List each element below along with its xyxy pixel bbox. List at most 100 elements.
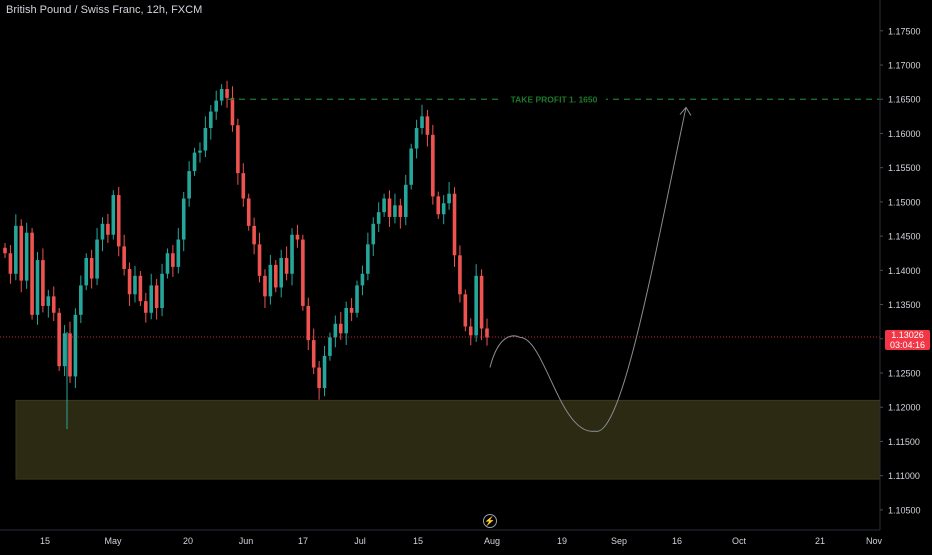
candle-body [111, 195, 116, 235]
candle-body [387, 198, 392, 217]
candle-body [333, 323, 338, 338]
x-tick-label: 20 [183, 536, 193, 546]
candle-body [474, 275, 478, 336]
candle-body [219, 88, 224, 101]
y-tick-label: 1.12000 [888, 403, 921, 413]
y-tick-label: 1.11000 [888, 471, 920, 481]
candle-body [236, 125, 240, 174]
take-profit-label-bg [502, 93, 606, 106]
candle-body [133, 275, 137, 295]
y-tick-label: 1.17000 [888, 61, 921, 71]
candle-body [409, 148, 413, 185]
candle-body [62, 333, 67, 367]
candle-body [46, 296, 51, 306]
candle-body [100, 223, 105, 240]
candle-body [116, 195, 121, 247]
candle-body [41, 260, 45, 306]
candle-body [284, 258, 289, 274]
candle-body [366, 244, 370, 274]
candle-body [30, 232, 34, 315]
candle-body [338, 323, 343, 334]
candle-body [73, 314, 78, 377]
candle-body [68, 333, 72, 377]
x-tick-label: 15 [413, 536, 423, 546]
x-tick-label: Nov [866, 536, 883, 546]
x-tick-label: Sep [611, 536, 627, 546]
candle-body [127, 268, 132, 295]
candle-body [3, 247, 7, 254]
candle-body [301, 239, 305, 306]
candle-body [273, 264, 278, 288]
candle-body [344, 307, 348, 334]
candle-body [144, 301, 148, 313]
candle-body [393, 205, 397, 217]
candle-body [154, 285, 159, 308]
candle-body [138, 275, 143, 302]
candle-body [279, 258, 284, 288]
candle-body [24, 232, 29, 281]
candle-body [398, 205, 403, 217]
candle-body [171, 253, 175, 267]
candle-body [84, 258, 89, 286]
x-tick-label: 15 [40, 536, 50, 546]
candle-body [176, 239, 181, 267]
x-tick-label: Aug [484, 536, 500, 546]
candle-body [57, 312, 61, 367]
candle-body [230, 97, 235, 126]
candle-body [192, 152, 197, 172]
y-tick-label: 1.10500 [888, 505, 921, 515]
candle-body [160, 273, 164, 308]
y-tick-label: 1.16500 [888, 95, 921, 105]
candle-body [463, 294, 468, 327]
last-price-tag: 1.13026 03:04:16 [885, 330, 930, 350]
candle-body [328, 337, 332, 356]
projection-curve [489, 107, 687, 432]
candle-body [452, 193, 457, 256]
demand-zone [15, 399, 881, 480]
candle-body [468, 326, 473, 336]
candle-body [181, 198, 186, 240]
candle-body [420, 116, 424, 128]
candle-body [458, 255, 462, 295]
candle-body [425, 116, 430, 135]
countdown-timer: 03:04:16 [889, 340, 926, 350]
x-tick-label: 19 [557, 536, 567, 546]
candle-body [349, 307, 354, 313]
y-tick-label: 1.16000 [888, 129, 921, 139]
candle-body [311, 340, 316, 368]
candle-body [246, 198, 251, 226]
x-tick-label: 21 [815, 536, 825, 546]
candle-body [322, 355, 327, 389]
candle-body [355, 285, 359, 313]
y-tick-label: 1.14500 [888, 232, 921, 242]
candle-body [241, 173, 246, 199]
y-tick-label: 1.17500 [888, 26, 921, 36]
x-tick-label: Jun [239, 536, 254, 546]
y-tick-label: 1.14000 [888, 266, 921, 276]
x-tick-label: Jul [354, 536, 366, 546]
candle-body [360, 273, 365, 286]
candle-body [263, 275, 267, 297]
candle-body [51, 296, 56, 313]
candle-body [122, 246, 126, 269]
candle-body [106, 223, 110, 235]
candle-body [376, 212, 381, 224]
candle-body [187, 171, 191, 199]
candle-body [252, 225, 256, 245]
candle-body [257, 244, 262, 276]
candle-body [306, 305, 311, 341]
x-tick-label: 16 [672, 536, 682, 546]
lightning-icon[interactable]: ⚡ [483, 514, 497, 528]
candle-body [382, 198, 386, 213]
candle-body [268, 264, 273, 297]
candle-body [225, 88, 229, 98]
candle-body [447, 193, 451, 204]
take-profit-label: TAKE PROFIT 1. 1650 [511, 95, 598, 105]
symbol-title: British Pound / Swiss Franc, 12h, FXCM [6, 4, 203, 16]
candle-body [165, 253, 170, 274]
candle-body [371, 223, 376, 245]
candle-body [479, 275, 484, 329]
candle-body [295, 234, 300, 240]
